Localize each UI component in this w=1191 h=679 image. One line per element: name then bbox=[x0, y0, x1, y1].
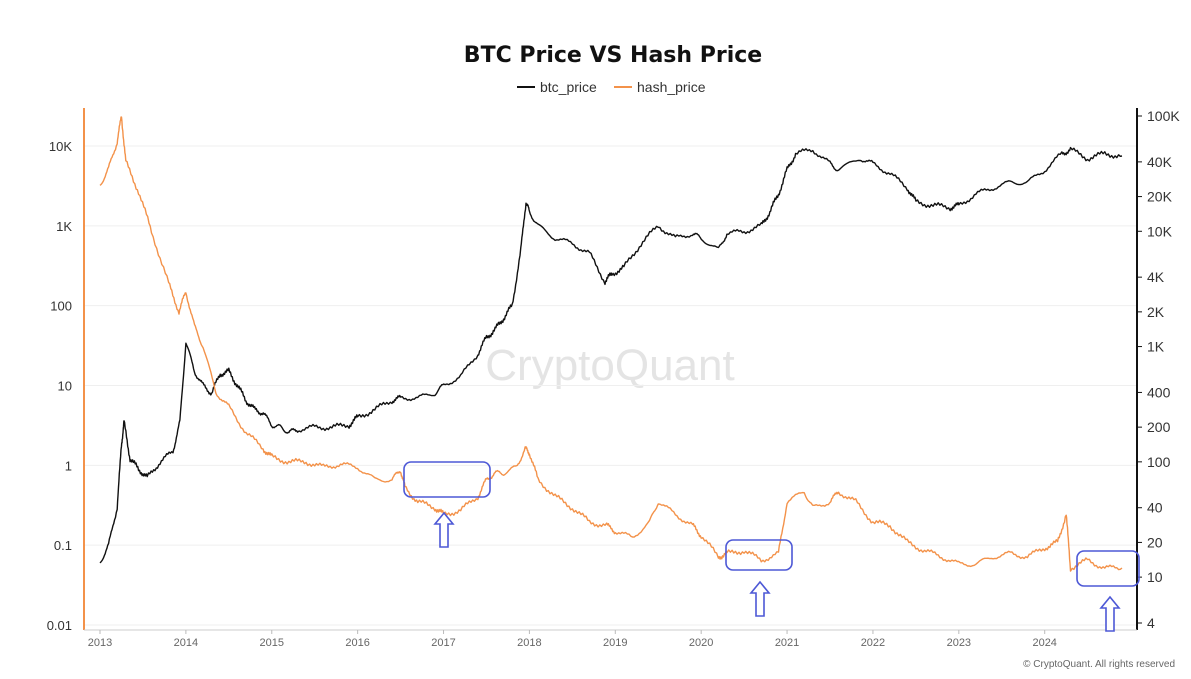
left-tick-label: 10K bbox=[49, 139, 72, 154]
right-tick-label: 2K bbox=[1147, 304, 1165, 320]
x-tick-label: 2013 bbox=[88, 637, 112, 649]
left-tick-label: 10 bbox=[58, 379, 72, 394]
right-tick-label: 10K bbox=[1147, 223, 1173, 239]
hash_price-line bbox=[99, 116, 1123, 572]
x-tick-label: 2022 bbox=[861, 637, 885, 649]
watermark: CryptoQuant bbox=[485, 341, 734, 390]
left-tick-label: 1K bbox=[56, 219, 72, 234]
right-tick-label: 100K bbox=[1147, 108, 1180, 124]
right-tick-label: 4K bbox=[1147, 269, 1165, 285]
left-tick-label: 1 bbox=[65, 458, 72, 473]
highlight-box bbox=[1076, 550, 1140, 587]
right-tick-label: 200 bbox=[1147, 419, 1171, 435]
left-tick-label: 0.1 bbox=[54, 538, 72, 553]
x-tick-label: 2015 bbox=[260, 637, 284, 649]
x-tick-label: 2014 bbox=[174, 637, 198, 649]
right-tick-label: 20K bbox=[1147, 189, 1173, 205]
up-arrow-icon bbox=[433, 511, 455, 548]
x-tick-label: 2024 bbox=[1032, 637, 1056, 649]
x-tick-label: 2017 bbox=[431, 637, 455, 649]
left-axis-ticks: 0.01 0.1 1 10 100 1K 10K bbox=[47, 139, 73, 633]
right-tick-label: 40K bbox=[1147, 154, 1173, 170]
legend-hash-label[interactable]: hash_price bbox=[637, 79, 706, 95]
legend: btc_price hash_price bbox=[517, 79, 706, 95]
x-tick-label: 2023 bbox=[947, 637, 971, 649]
x-tick-label: 2020 bbox=[689, 637, 713, 649]
x-tick-label: 2018 bbox=[517, 637, 541, 649]
right-tick-label: 400 bbox=[1147, 384, 1171, 400]
right-tick-label: 20 bbox=[1147, 534, 1163, 550]
right-tick-label: 1K bbox=[1147, 339, 1165, 355]
highlight-box bbox=[725, 539, 793, 571]
highlight-box bbox=[403, 461, 491, 498]
left-tick-label: 100 bbox=[50, 299, 72, 314]
copyright-text: © CryptoQuant. All rights reserved bbox=[1023, 659, 1175, 670]
chart-title: BTC Price VS Hash Price bbox=[464, 43, 762, 68]
right-tick-label: 10 bbox=[1147, 569, 1163, 585]
x-tick-label: 2021 bbox=[775, 637, 799, 649]
right-tick-label: 4 bbox=[1147, 615, 1155, 631]
x-tick-label: 2016 bbox=[345, 637, 369, 649]
series bbox=[99, 116, 1123, 572]
grid bbox=[84, 145, 1137, 626]
x-tick-label: 2019 bbox=[603, 637, 627, 649]
right-axis-ticks: 4 10 20 40 100 200 400 1K 2K 4K 10K 20K 40K 100K bbox=[1137, 108, 1180, 631]
annotations bbox=[403, 461, 1140, 632]
up-arrow-icon bbox=[749, 580, 771, 617]
btc_price-line bbox=[99, 146, 1123, 564]
up-arrow-icon bbox=[1099, 595, 1121, 632]
left-tick-label: 0.01 bbox=[47, 618, 72, 633]
legend-btc-label[interactable]: btc_price bbox=[540, 79, 597, 95]
right-tick-label: 40 bbox=[1147, 500, 1163, 516]
right-tick-label: 100 bbox=[1147, 454, 1171, 470]
x-axis-ticks: 2013 2014 2015 2016 2017 2018 2019 2020 2021 2022… bbox=[88, 630, 1057, 649]
